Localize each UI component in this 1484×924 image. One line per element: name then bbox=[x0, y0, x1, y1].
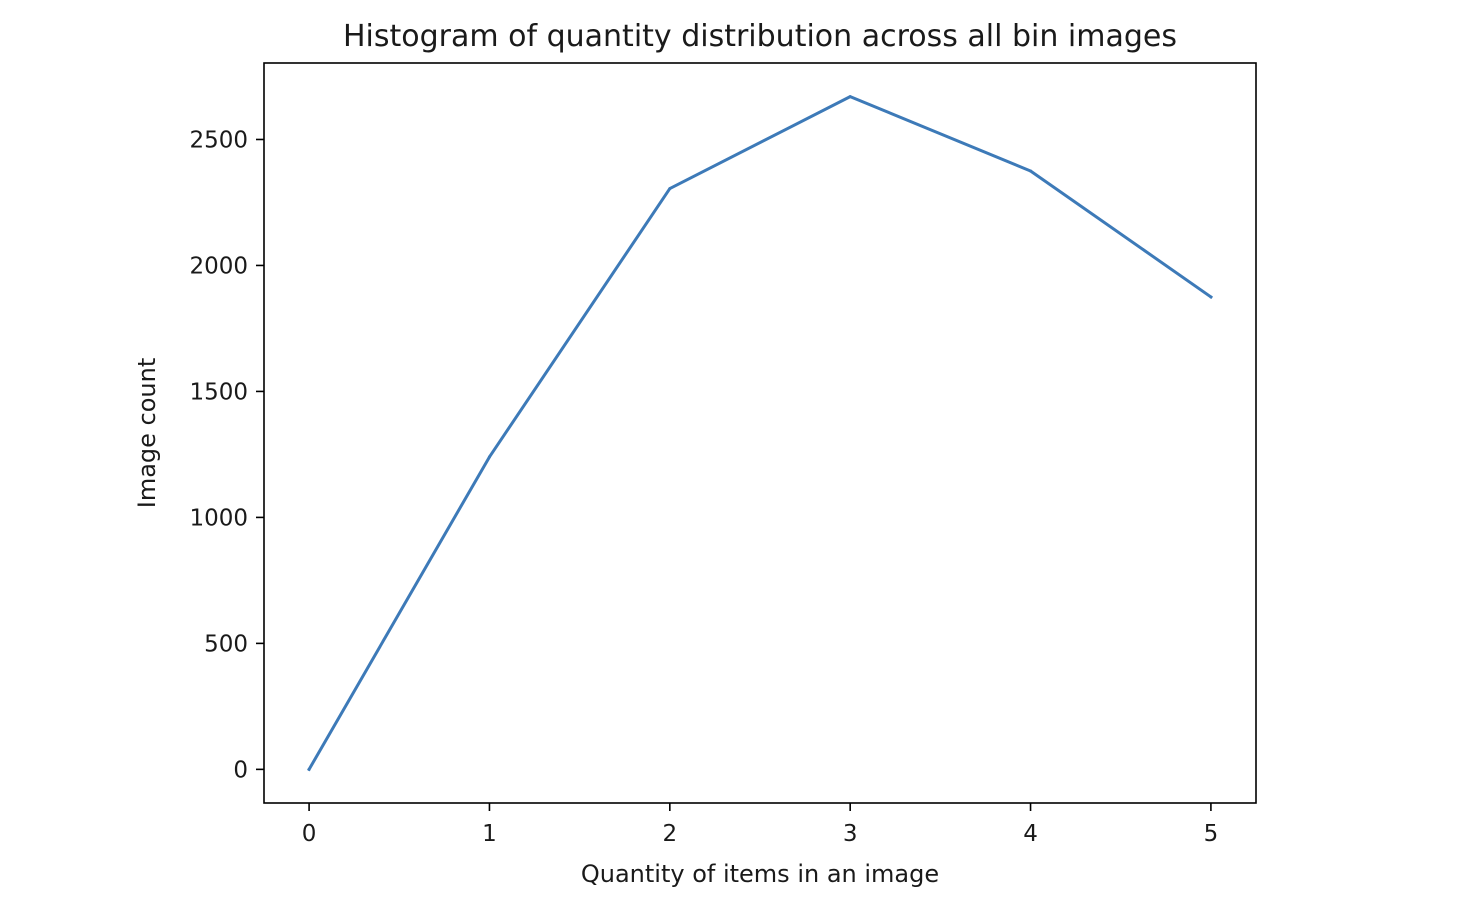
y-tick-label: 0 bbox=[233, 757, 248, 783]
data-point bbox=[1209, 295, 1213, 299]
chart-title: Histogram of quantity distribution acros… bbox=[343, 19, 1177, 54]
x-tick-label: 2 bbox=[662, 821, 677, 847]
y-tick-label: 1000 bbox=[189, 505, 248, 531]
data-point bbox=[848, 95, 852, 99]
series-group bbox=[307, 95, 1213, 772]
y-tick-label: 1500 bbox=[189, 379, 248, 405]
y-tick-label: 2000 bbox=[189, 253, 248, 279]
data-point bbox=[307, 767, 311, 771]
y-tick-label: 500 bbox=[204, 631, 248, 657]
x-tick-label: 0 bbox=[302, 821, 317, 847]
x-tick-label: 3 bbox=[843, 821, 858, 847]
series-line bbox=[307, 95, 1213, 772]
x-axis-label: Quantity of items in an image bbox=[581, 860, 939, 888]
x-tick-label: 1 bbox=[482, 821, 497, 847]
data-point bbox=[668, 187, 672, 191]
y-tick-label: 2500 bbox=[189, 127, 248, 153]
plot-area: 0 1 2 3 4 5 0 500 1000 1500 2000 2500 bbox=[189, 62, 1257, 847]
x-tick-label: 4 bbox=[1023, 821, 1038, 847]
axes-frame bbox=[263, 62, 1257, 804]
data-point bbox=[1029, 169, 1033, 173]
y-axis-label: Image count bbox=[133, 358, 161, 509]
x-tick-label: 5 bbox=[1204, 821, 1219, 847]
data-point bbox=[487, 455, 491, 459]
y-axis-ticks: 0 500 1000 1500 2000 2500 bbox=[189, 127, 264, 783]
x-axis-ticks: 0 1 2 3 4 5 bbox=[302, 803, 1218, 847]
